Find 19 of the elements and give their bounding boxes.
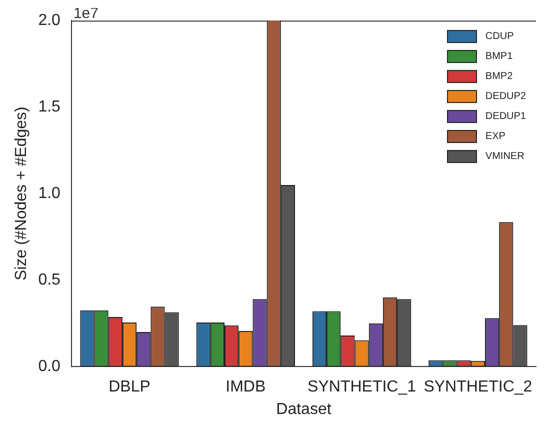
legend-label: CDUP xyxy=(485,31,514,42)
legend-label: DEDUP2 xyxy=(485,91,526,102)
legend-label: BMP2 xyxy=(485,71,513,82)
legend-label: EXP xyxy=(485,131,506,142)
legend-label: DEDUP1 xyxy=(485,111,526,122)
y-tick-label: 2.0 xyxy=(38,12,61,30)
annotation: 1e7 xyxy=(73,5,98,22)
x-tick-label: DBLP xyxy=(108,378,150,396)
y-tick-label: 1.5 xyxy=(38,98,61,116)
y-tick-label: 0.0 xyxy=(38,358,61,376)
x-axis-title: Dataset xyxy=(276,400,332,418)
y-axis-title: Size (#Nodes + #Edges) xyxy=(13,106,30,281)
y-tick-label: 0.5 xyxy=(38,272,61,289)
x-tick-label: SYNTHETIC_2 xyxy=(424,378,532,396)
legend-label: BMP1 xyxy=(485,51,513,62)
y-tick-label: 1.0 xyxy=(38,185,61,202)
x-tick-label: SYNTHETIC_1 xyxy=(308,378,416,396)
legend-label: VMINER xyxy=(485,151,524,162)
x-tick-label: IMDB xyxy=(226,378,266,396)
